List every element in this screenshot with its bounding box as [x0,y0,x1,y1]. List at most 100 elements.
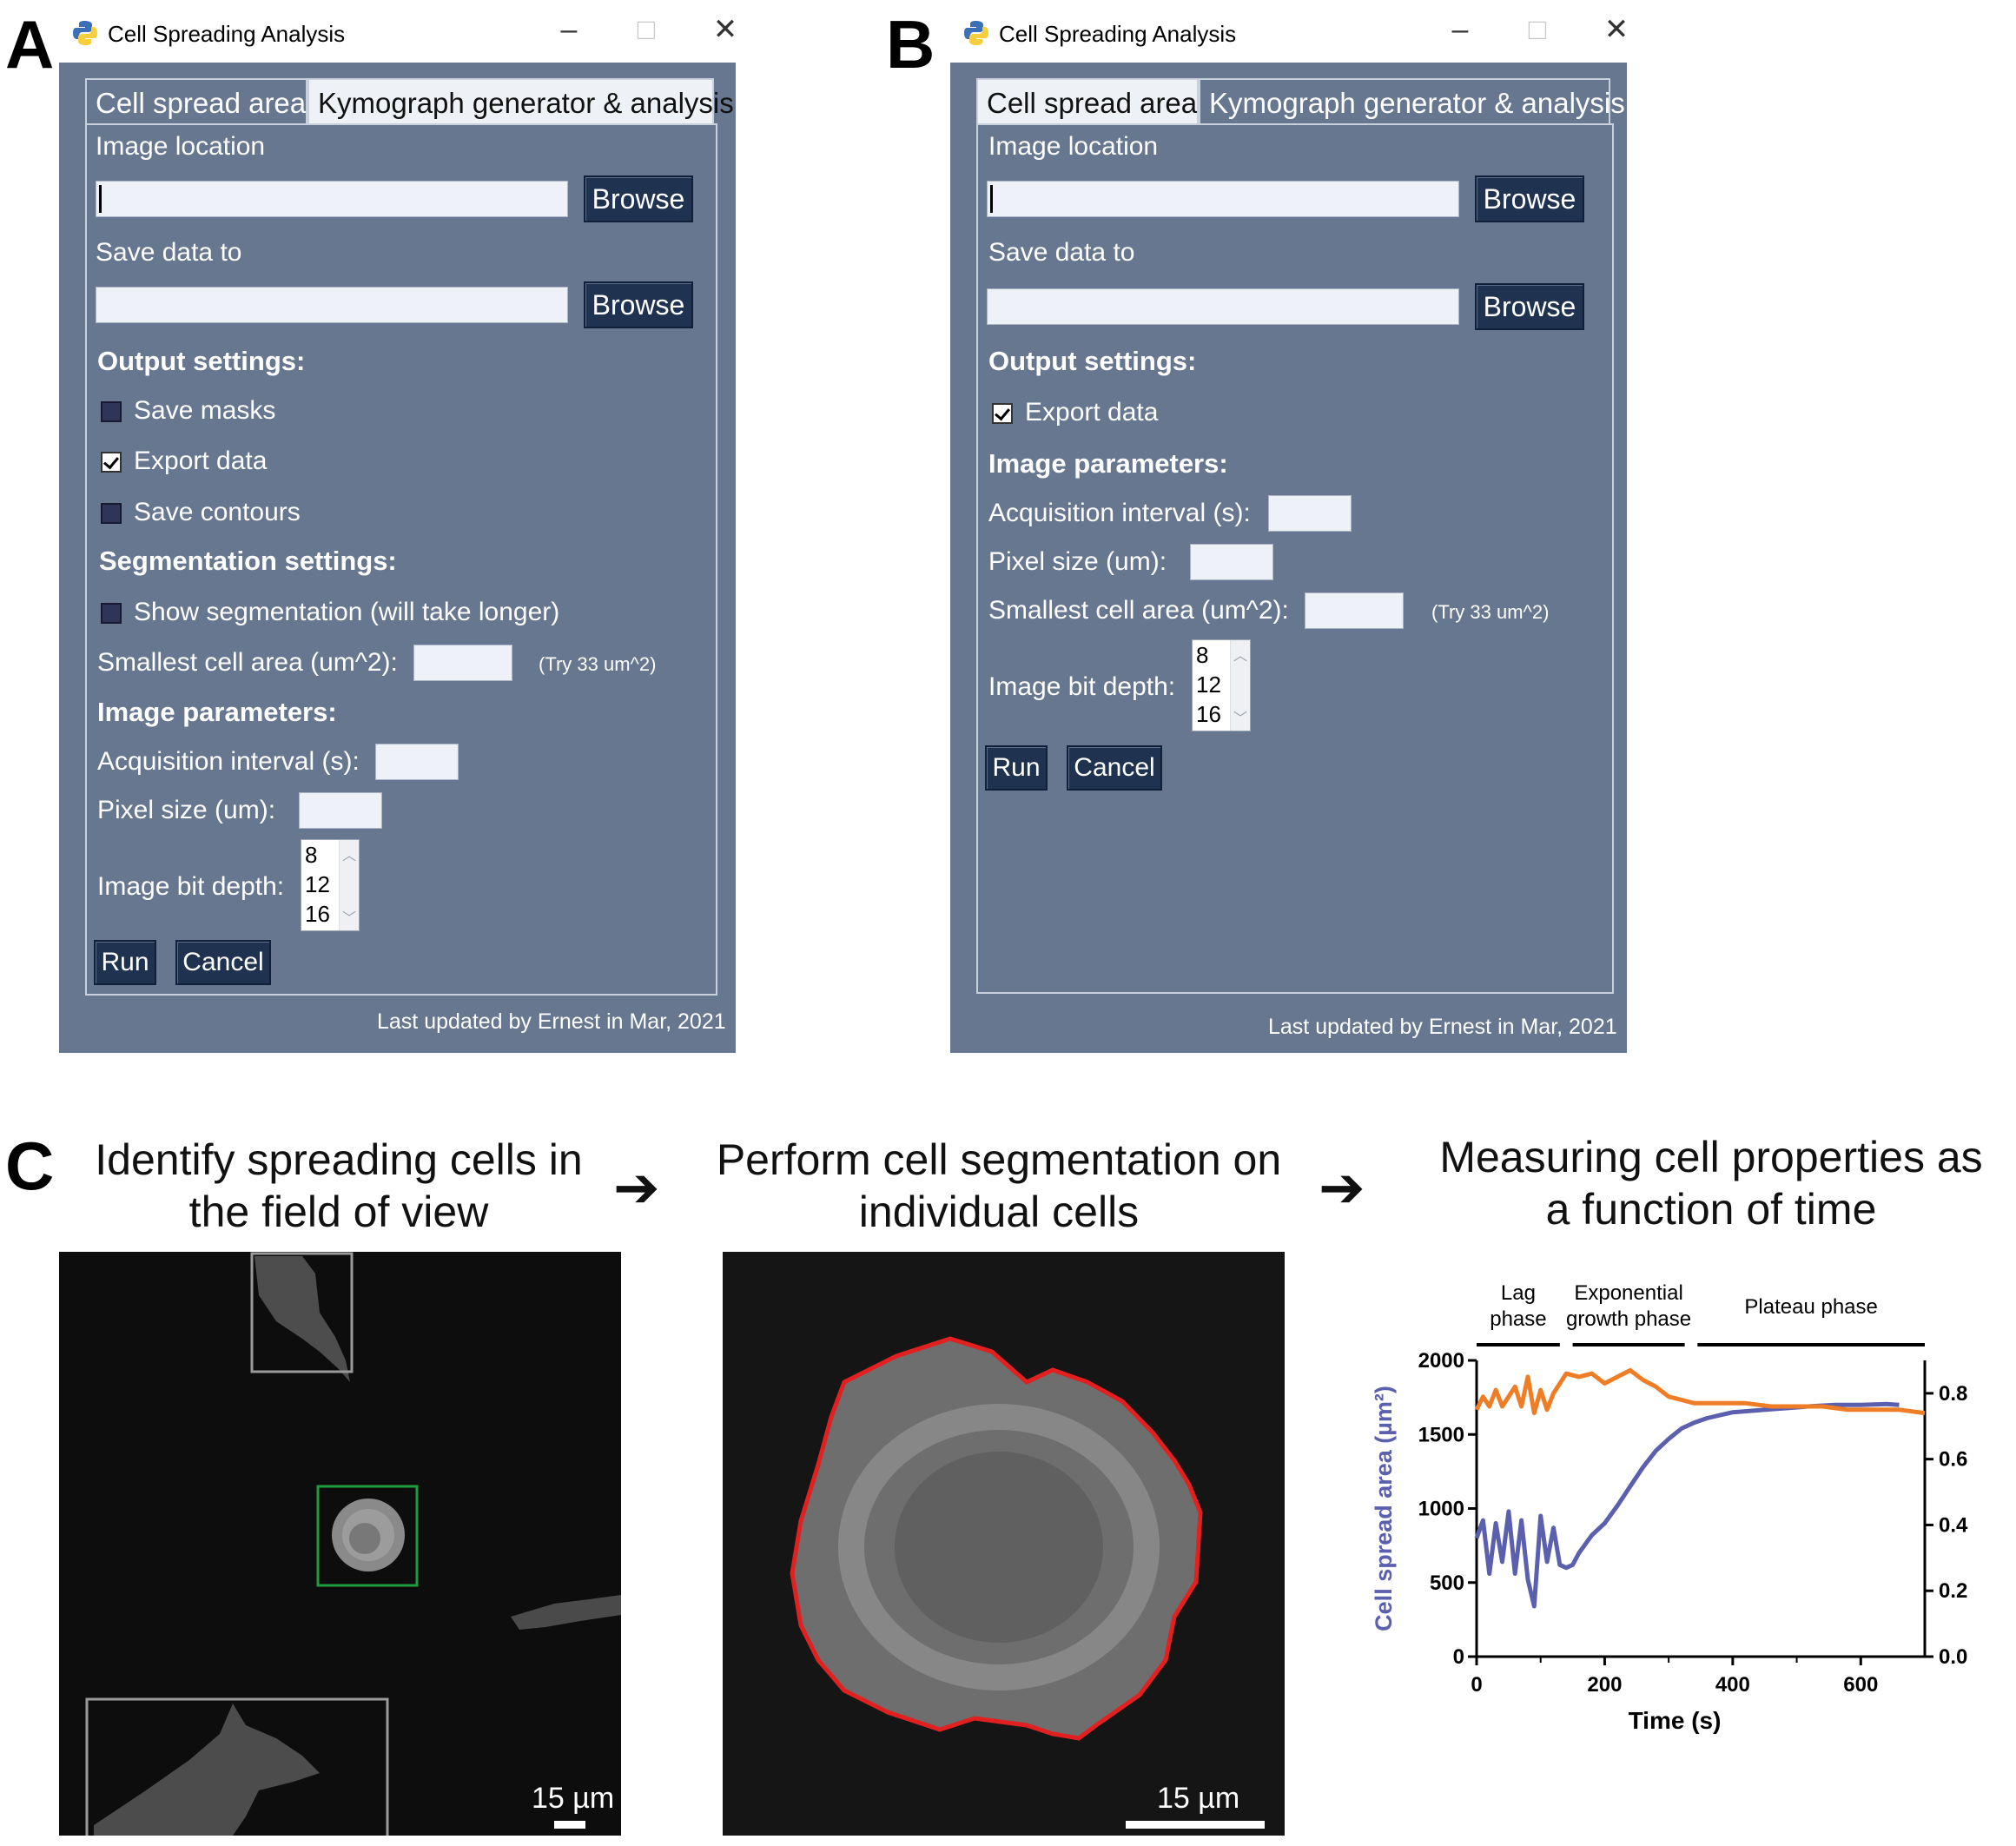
image-location-input[interactable] [987,181,1459,217]
bit-depth-label: Image bit depth: [988,672,1176,701]
save-contours-checkbox[interactable] [101,503,122,524]
smallest-cell-area-label: Smallest cell area (um^2): [988,596,1289,625]
python-icon [73,21,97,45]
y-left-tick-label: 1000 [1418,1498,1464,1521]
bit-depth-option[interactable]: 16 [305,901,330,927]
save-contours-label: Save contours [134,498,301,526]
tab-kymograph[interactable]: Kymograph generator & analysis [307,78,734,123]
x-tick-label: 0 [1471,1673,1482,1697]
acquisition-interval-input[interactable] [375,744,459,780]
bit-depth-option[interactable]: 8 [305,842,318,868]
segmented-cell-image: 15 µm [723,1252,1285,1836]
smallest-cell-area-hint: (Try 33 um^2) [1431,601,1550,623]
maximize-button[interactable]: □ [1528,13,1547,46]
segmented-cell-svg [723,1252,1285,1836]
export-data-checkbox[interactable] [101,452,122,473]
cancel-button[interactable]: Cancel [175,940,271,985]
save-data-input[interactable] [987,288,1459,325]
save-data-input[interactable] [96,287,568,323]
scale-label: 15 µm [1157,1782,1240,1815]
smallest-cell-area-input[interactable] [1305,592,1404,629]
x-tick-label: 200 [1587,1673,1622,1697]
pixel-size-input[interactable] [299,792,382,829]
window-b: Cell Spreading Analysis – □ ✕ Cell sprea… [950,0,1629,1053]
minimize-button[interactable]: – [1451,13,1469,46]
smallest-cell-area-input[interactable] [413,645,512,681]
y-right-tick-label: 0.8 [1939,1382,1967,1406]
acquisition-interval-input[interactable] [1268,495,1352,532]
field-of-view-svg [59,1252,621,1836]
tab-kymograph[interactable]: Kymograph generator & analysis [1199,78,1625,123]
tab-cell-spread-area[interactable]: Cell spread area [976,78,1199,123]
x-axis-label: Time (s) [1629,1707,1722,1734]
bit-depth-listbox[interactable]: 8 12 16 ︿ ﹀ [301,839,360,931]
browse-image-button[interactable]: Browse [584,175,693,222]
last-updated-footer: Last updated by Ernest in Mar, 2021 [377,1009,726,1034]
export-data-label: Export data [134,447,268,475]
chevron-up-icon[interactable]: ︿ [1233,649,1248,664]
selection-box [85,1697,389,1836]
chevron-up-icon[interactable]: ︿ [342,849,357,863]
close-button[interactable]: ✕ [1603,13,1629,46]
selection-box [250,1252,354,1373]
x-tick-label: 600 [1843,1673,1878,1697]
window-body: Cell spread area Kymograph generator & a… [950,63,1627,1053]
listbox-scrollbar[interactable]: ︿ ﹀ [339,840,359,930]
show-segmentation-label: Show segmentation (will take longer) [134,598,560,626]
field-of-view-image: 15 µm [59,1252,621,1836]
y-axis-left-label: Cell spread area (µm²) [1371,1386,1397,1631]
y-left-tick-label: 0 [1453,1645,1464,1669]
pixel-size-input[interactable] [1190,544,1273,580]
run-button[interactable]: Run [94,940,156,985]
y-left-tick-label: 2000 [1418,1349,1464,1373]
minimize-button[interactable]: – [560,13,578,46]
save-masks-label: Save masks [134,396,276,425]
image-location-input[interactable] [96,181,568,217]
bit-depth-option[interactable]: 12 [305,871,330,897]
chevron-down-icon[interactable]: ﹀ [342,911,357,926]
step1-caption: Identify spreading cells in the field of … [95,1135,583,1236]
pixel-size-label: Pixel size (um): [97,796,276,824]
browse-image-button[interactable]: Browse [1475,175,1584,222]
bit-depth-option[interactable]: 16 [1196,701,1221,727]
browse-save-button[interactable]: Browse [1475,283,1584,330]
pixel-size-label: Pixel size (um): [988,547,1167,576]
output-settings-heading: Output settings: [988,346,1197,376]
spreading-chart: 0 200 400 600 0 500 1000 1500 2000 0.0 0.2 0.4 0.6 0.… [1371,1281,1968,1734]
tab-content-frame [976,123,1614,994]
title-bar: Cell Spreading Analysis – □ ✕ [950,0,1629,63]
save-masks-checkbox[interactable] [101,401,122,422]
cancel-button[interactable]: Cancel [1067,745,1162,791]
tab-cell-spread-area[interactable]: Cell spread area [85,78,307,123]
maximize-button[interactable]: □ [637,13,656,46]
save-data-label: Save data to [96,238,242,267]
bit-depth-label: Image bit depth: [97,872,285,901]
panel-letter-b: B [886,6,935,83]
y-right-tick-label: 0.6 [1939,1448,1967,1472]
phase-label: Plateau phase [1744,1295,1877,1319]
run-button[interactable]: Run [985,745,1048,791]
segmentation-settings-heading: Segmentation settings: [99,546,397,576]
title-bar: Cell Spreading Analysis – □ ✕ [59,0,737,63]
image-location-label: Image location [96,132,266,161]
browse-save-button[interactable]: Browse [584,281,693,328]
y-right-tick-label: 0.0 [1939,1645,1967,1669]
smallest-cell-area-label: Smallest cell area (um^2): [97,648,398,677]
tab-content-frame [85,123,717,996]
listbox-scrollbar[interactable]: ︿ ﹀ [1230,640,1250,731]
image-parameters-heading: Image parameters: [988,448,1228,479]
window-a: Cell Spreading Analysis – □ ✕ Cell sprea… [59,0,737,1053]
panel-letter-c: C [5,1128,55,1204]
show-segmentation-checkbox[interactable] [101,603,122,624]
phase-label: phase [1490,1307,1546,1331]
panel-letter-a: A [5,6,55,83]
bit-depth-option[interactable]: 12 [1196,672,1221,698]
bit-depth-listbox[interactable]: 8 12 16 ︿ ﹀ [1192,639,1251,731]
acquisition-interval-label: Acquisition interval (s): [988,499,1251,527]
arrow-right-icon: ➔ [1319,1156,1365,1219]
bit-depth-option[interactable]: 8 [1196,642,1209,668]
chevron-down-icon[interactable]: ﹀ [1233,711,1248,726]
export-data-checkbox[interactable] [992,403,1013,424]
close-button[interactable]: ✕ [712,13,738,46]
window-title: Cell Spreading Analysis [108,21,346,47]
